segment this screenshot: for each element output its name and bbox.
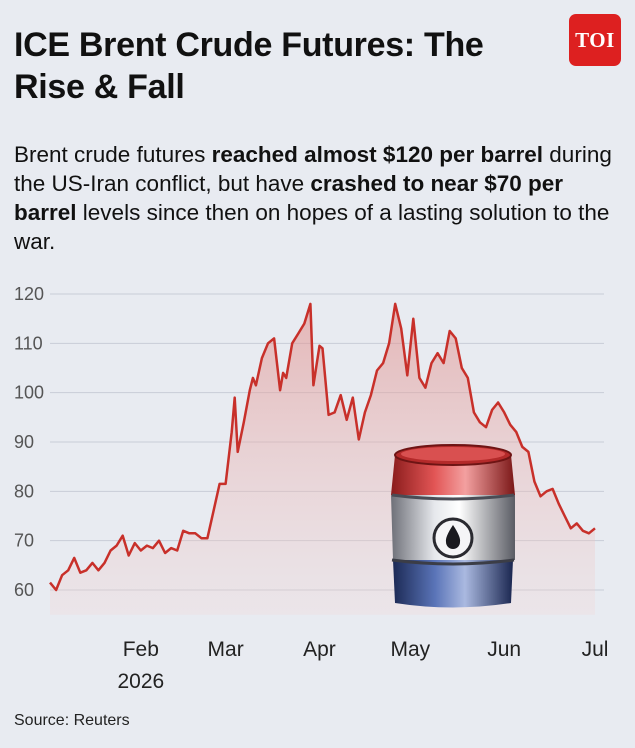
price-chart: 60 70 80 90 100 110 120 Feb 2026 Mar Apr May Jun Jul <box>14 284 608 693</box>
x-tick-sublabel: 2026 <box>117 670 164 693</box>
chart-subtitle: Brent crude futures reached almost $120 … <box>14 140 614 256</box>
oil-barrel-icon <box>391 444 515 608</box>
toi-logo: TOI <box>569 14 621 66</box>
y-tick-label: 120 <box>14 284 44 304</box>
y-tick-label: 80 <box>14 481 34 501</box>
y-tick-label: 100 <box>14 383 44 403</box>
y-axis: 60 70 80 90 100 110 120 <box>14 284 44 600</box>
y-tick-label: 70 <box>14 531 34 551</box>
subtitle-bold-2: crashed to near $70 per barrel <box>14 171 564 225</box>
source-note: Source: Reuters <box>14 712 130 729</box>
x-axis: Feb 2026 Mar Apr May Jun Jul <box>117 638 608 693</box>
x-tick-label: Feb <box>123 638 159 661</box>
subtitle-text-2: during the US-Iran conflict, but have <box>14 142 612 196</box>
subtitle-text-3: levels since then on hopes of a lasting … <box>14 200 610 254</box>
y-tick-label: 90 <box>14 432 34 452</box>
x-tick-label: May <box>390 638 430 661</box>
chart-title: ICE Brent Crude Futures: The Rise & Fall <box>14 26 484 106</box>
x-tick-label: Apr <box>303 638 336 661</box>
y-tick-label: 60 <box>14 580 34 600</box>
x-tick-label: Jul <box>582 638 609 661</box>
x-tick-label: Jun <box>487 638 521 661</box>
price-line <box>49 302 596 592</box>
y-tick-label: 110 <box>14 333 43 353</box>
subtitle-text-1: Brent crude futures <box>14 142 212 167</box>
subtitle-bold-1: reached almost $120 per barrel <box>211 142 544 167</box>
x-tick-label: Mar <box>208 638 244 661</box>
